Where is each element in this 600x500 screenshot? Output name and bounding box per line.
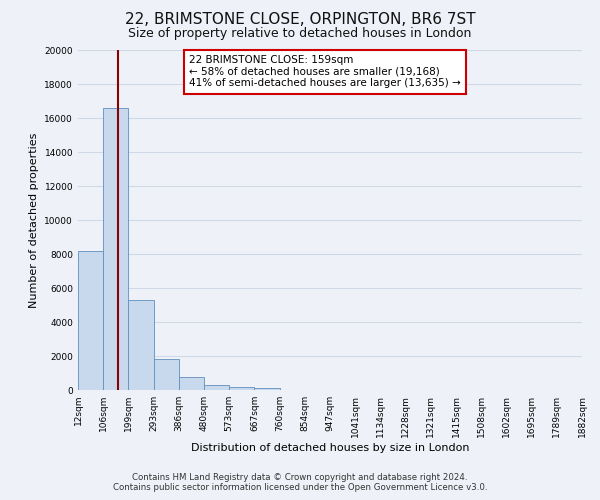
X-axis label: Distribution of detached houses by size in London: Distribution of detached houses by size … bbox=[191, 442, 469, 452]
Bar bbox=[179, 378, 204, 390]
Text: Size of property relative to detached houses in London: Size of property relative to detached ho… bbox=[128, 28, 472, 40]
Bar bbox=[254, 388, 280, 390]
Bar bbox=[204, 386, 229, 390]
Bar bbox=[128, 300, 154, 390]
Bar bbox=[78, 250, 103, 390]
Bar bbox=[154, 358, 179, 390]
Text: 22 BRIMSTONE CLOSE: 159sqm
← 58% of detached houses are smaller (19,168)
41% of : 22 BRIMSTONE CLOSE: 159sqm ← 58% of deta… bbox=[189, 55, 461, 88]
Bar bbox=[103, 108, 128, 390]
Text: 22, BRIMSTONE CLOSE, ORPINGTON, BR6 7ST: 22, BRIMSTONE CLOSE, ORPINGTON, BR6 7ST bbox=[125, 12, 475, 28]
Y-axis label: Number of detached properties: Number of detached properties bbox=[29, 132, 39, 308]
Text: Contains HM Land Registry data © Crown copyright and database right 2024.
Contai: Contains HM Land Registry data © Crown c… bbox=[113, 473, 487, 492]
Bar bbox=[229, 386, 254, 390]
